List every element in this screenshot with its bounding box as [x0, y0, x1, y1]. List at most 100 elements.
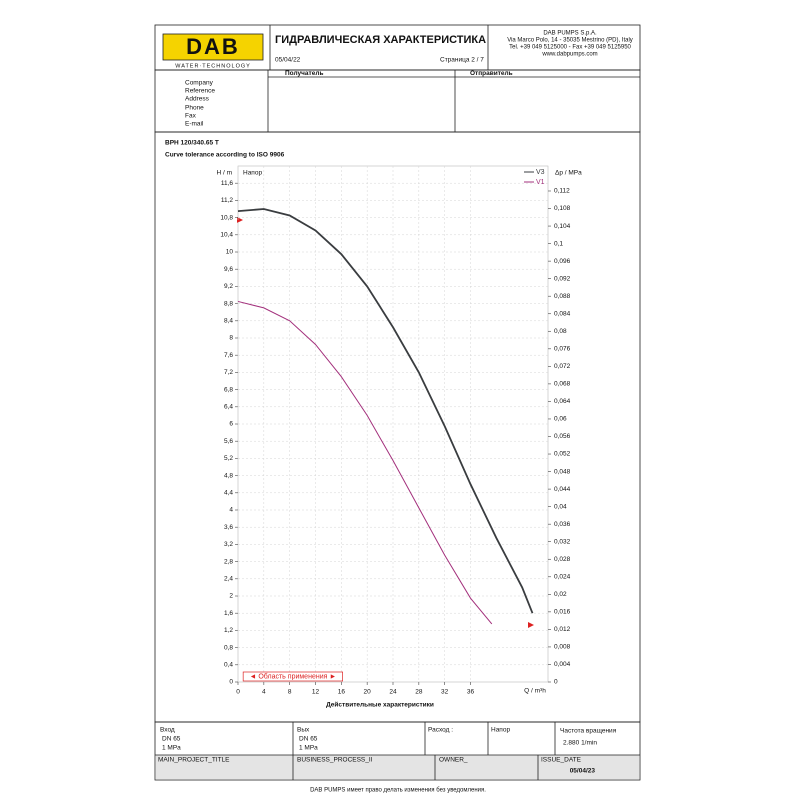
y2-tick-label: 0,076	[554, 346, 571, 353]
logo: DAB	[186, 34, 240, 59]
y-tick-label: 4	[229, 507, 233, 514]
company-line: www.dabpumps.com	[541, 52, 597, 58]
y-tick-label: 9,2	[224, 283, 233, 290]
field: E-mail	[185, 121, 204, 128]
y2-tick-label: 0,036	[554, 521, 571, 528]
company-line: DAB PUMPS S.p.A.	[543, 31, 597, 37]
x-tick-label: 8	[288, 689, 292, 696]
y-tick-label: 2	[229, 593, 233, 600]
field: Fax	[185, 113, 197, 120]
x-tick-label: 24	[389, 689, 397, 696]
y-tick-label: 7,6	[224, 352, 233, 359]
y2-tick-label: 0,108	[554, 205, 571, 212]
y2-tick-label: 0,084	[554, 310, 571, 317]
cell: DN 65	[299, 736, 318, 743]
marker	[237, 217, 243, 223]
y2-tick-label: 0,052	[554, 451, 571, 458]
cell: 1 MPa	[299, 745, 318, 752]
y-tick-label: 9,6	[224, 266, 233, 273]
y-tick-label: 1,6	[224, 610, 233, 617]
y-tick-label: 6,8	[224, 386, 233, 393]
y-tick-label: 8	[229, 335, 233, 342]
y-tick-label: 5,2	[224, 455, 233, 462]
y-tick-label: 6	[229, 421, 233, 428]
y-tick-label: 5,6	[224, 438, 233, 445]
x-tick-label: 36	[467, 689, 475, 696]
y2-axis-label: Δp / MPa	[555, 170, 582, 177]
field: Phone	[185, 105, 204, 112]
y2-tick-label: 0,016	[554, 609, 571, 616]
y2-tick-label: 0,04	[554, 503, 567, 510]
x-tick-label: 12	[312, 689, 320, 696]
y2-tick-label: 0,1	[554, 240, 563, 247]
y2-tick-label: 0,012	[554, 626, 571, 633]
y-tick-label: 10	[226, 249, 234, 256]
y2-tick-label: 0,112	[554, 188, 570, 195]
x-tick-label: 28	[415, 689, 423, 696]
cell: Частота вращения	[560, 728, 617, 735]
y-tick-label: 4,4	[224, 490, 233, 497]
range-box	[242, 671, 343, 682]
range-label: ◄ Область применения ►	[249, 672, 336, 680]
y2-tick-label: 0,028	[554, 556, 571, 563]
disclaimer: DAB PUMPS имеет право делать изменения б…	[310, 788, 486, 794]
field: Address	[185, 96, 210, 103]
y-tick-label: 10,8	[220, 214, 233, 221]
y-tick-label: 3,2	[224, 541, 233, 548]
logo-subtitle: WATER·TECHNOLOGY	[175, 63, 251, 69]
x-tick-label: 16	[338, 689, 346, 696]
y-tick-label: 0,4	[224, 662, 233, 669]
page-number: Страница 2 / 7	[440, 57, 484, 64]
tolerance: Curve tolerance according to ISO 9906	[165, 152, 285, 159]
y-tick-label: 4,8	[224, 472, 233, 479]
date: 05/04/22	[275, 57, 301, 64]
y-tick-label: 0	[229, 679, 233, 686]
y2-tick-label: 0	[554, 679, 558, 686]
y2-tick-label: 0,004	[554, 661, 571, 668]
y-tick-label: 10,4	[220, 232, 233, 239]
y2-tick-label: 0,064	[554, 398, 571, 405]
x-axis-label: Q / m³h	[524, 688, 546, 695]
company-line: Via Marco Polo, 14 - 35035 Mestrino (PD)…	[507, 38, 633, 44]
y-tick-label: 8,8	[224, 300, 233, 307]
y2-tick-label: 0,092	[554, 275, 571, 282]
y-tick-label: 6,4	[224, 404, 233, 411]
y2-tick-label: 0,072	[554, 363, 571, 370]
annotation: Напор	[243, 170, 262, 177]
y-tick-label: 8,4	[224, 318, 233, 325]
cell: BUSINESS_PROCESS_II	[297, 757, 373, 764]
y2-tick-label: 0,02	[554, 591, 567, 598]
cell: 2.880 1/min	[563, 740, 597, 747]
cell: ISSUE_DATE	[541, 757, 582, 764]
y-tick-label: 3,6	[224, 524, 233, 531]
legend-label: V1	[536, 179, 545, 186]
model: BPH 120/340.65 T	[165, 140, 219, 147]
marker	[528, 622, 534, 628]
y2-tick-label: 0,08	[554, 328, 567, 335]
title: ГИДРАВЛИЧЕСКАЯ ХАРАКТЕРИСТИКА	[275, 34, 486, 46]
cell: Напор	[491, 727, 510, 734]
footer-row-bg	[155, 755, 640, 780]
y-tick-label: 11,2	[221, 197, 234, 204]
y2-tick-label: 0,104	[554, 223, 571, 230]
x-tick-label: 32	[441, 689, 449, 696]
field: Company	[185, 80, 214, 87]
y-tick-label: 11,6	[221, 180, 234, 187]
y-tick-label: 7,2	[224, 369, 233, 376]
x-tick-label: 20	[364, 689, 372, 696]
y2-tick-label: 0,096	[554, 258, 571, 265]
y2-tick-label: 0,048	[554, 468, 571, 475]
y2-tick-label: 0,056	[554, 433, 571, 440]
y-tick-label: 0,8	[224, 644, 233, 651]
footnote: Действительные характеристики	[326, 701, 434, 709]
cell: 05/04/23	[570, 768, 596, 775]
y2-tick-label: 0,088	[554, 293, 571, 300]
x-tick-label: 4	[262, 689, 266, 696]
y2-tick-label: 0,024	[554, 574, 571, 581]
y2-tick-label: 0,068	[554, 381, 571, 388]
y2-tick-label: 0,044	[554, 486, 571, 493]
cell: Вход	[160, 727, 175, 734]
y2-tick-label: 0,032	[554, 538, 571, 545]
